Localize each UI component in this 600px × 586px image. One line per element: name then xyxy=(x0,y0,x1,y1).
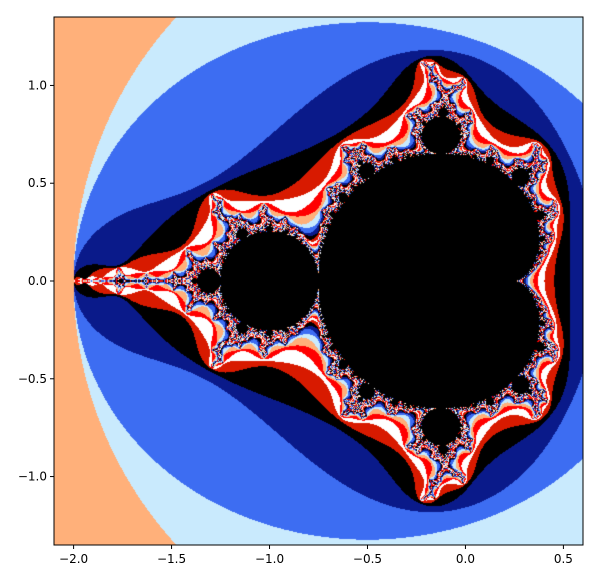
y-tick-label: −0.5 xyxy=(18,372,47,386)
x-tick-label: −2.0 xyxy=(59,552,88,566)
y-tick-label: 0.0 xyxy=(28,274,47,288)
x-tick-label: −1.5 xyxy=(157,552,186,566)
x-axis: −2.0 −1.5 −1.0 −0.5 0.0 0.5 xyxy=(59,545,573,566)
x-tick-label: 0.5 xyxy=(554,552,573,566)
x-tick-label: −1.0 xyxy=(255,552,284,566)
x-tick-label: 0.0 xyxy=(456,552,475,566)
y-tick-label: 0.5 xyxy=(28,176,47,190)
plot-area xyxy=(53,16,584,546)
mandelbrot-heatmap xyxy=(54,17,583,545)
y-tick-label: −1.0 xyxy=(18,470,47,484)
y-tick-label: 1.0 xyxy=(28,78,47,92)
y-axis: 1.0 0.5 0.0 −0.5 −1.0 xyxy=(18,78,54,484)
x-tick-label: −0.5 xyxy=(353,552,382,566)
